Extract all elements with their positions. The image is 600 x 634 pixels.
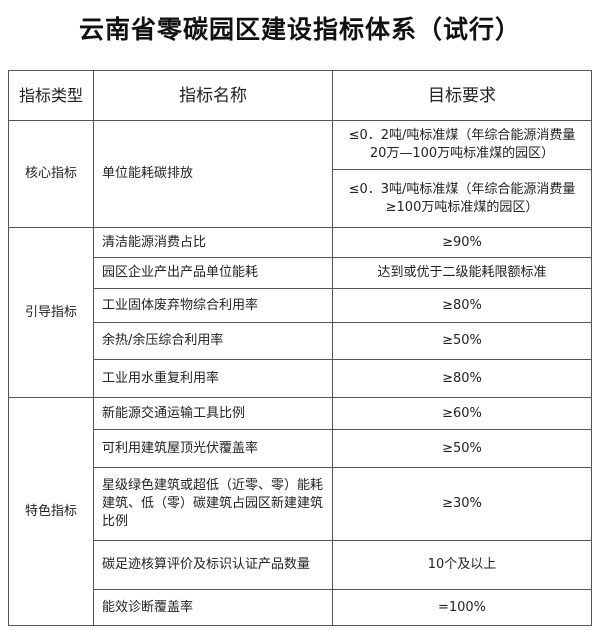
table-row: 工业固体废弃物综合利用率 ≥80% — [9, 288, 592, 323]
name-cell: 星级绿色建筑或超低（近零、零）能耗建筑、低（零）碳建筑占园区新建建筑比例 — [93, 467, 333, 541]
table-row: 可利用建筑屋顶光伏覆盖率 ≥50% — [9, 429, 592, 468]
name-cell: 园区企业产出产品单位能耗 — [93, 257, 333, 289]
table-row: 余热/余压综合利用率 ≥50% — [9, 322, 592, 360]
target-cell: ≥80% — [332, 288, 592, 323]
table-row: 特色指标 新能源交通运输工具比例 ≥60% — [8, 397, 592, 626]
header-row: 指标类型 指标名称 目标要求 — [8, 70, 592, 121]
header-target: 目标要求 — [332, 70, 592, 121]
table-row: 核心指标 单位能耗碳排放 ≤0．2吨/吨标准煤（年综合能源消费量20万—100万… — [8, 120, 592, 228]
name-cell: 新能源交通运输工具比例 — [93, 397, 333, 430]
name-cell: 工业固体废弃物综合利用率 — [93, 288, 333, 323]
target-cell: ≤0．2吨/吨标准煤（年综合能源消费量20万—100万吨标准煤的园区） — [332, 120, 592, 170]
document-title: 云南省零碳园区建设指标体系（试行） — [78, 15, 521, 44]
indicator-table: 指标类型 指标名称 目标要求 核心指标 单位能耗碳排放 ≤0．2吨/吨标准煤（年… — [8, 70, 592, 626]
target-cell: 10个及以上 — [332, 540, 592, 590]
target-cell: =100% — [332, 589, 592, 626]
target-cell: ≤0．3吨/吨标准煤（年综合能源消费量≥100万吨标准煤的园区） — [332, 169, 592, 228]
type-cell: 核心指标 — [8, 120, 94, 228]
header-type: 指标类型 — [8, 70, 94, 121]
target-cell: ≥80% — [332, 359, 592, 398]
type-cell: 引导指标 — [8, 227, 94, 398]
target-cell: ≥90% — [332, 227, 592, 258]
table-row: 星级绿色建筑或超低（近零、零）能耗建筑、低（零）碳建筑占园区新建建筑比例 ≥30… — [9, 467, 592, 541]
name-cell: 工业用水重复利用率 — [93, 359, 333, 398]
table-row: 园区企业产出产品单位能耗 达到或优于二级能耗限额标准 — [9, 257, 592, 289]
table-row: 碳足迹核算评价及标识认证产品数量 10个及以上 — [9, 540, 592, 590]
target-cell: ≥50% — [332, 322, 592, 360]
target-cell: ≥50% — [332, 429, 592, 468]
table-row: 引导指标 清洁能源消费占比 ≥90% — [8, 227, 592, 398]
name-cell: 单位能耗碳排放 — [93, 120, 333, 228]
name-cell: 清洁能源消费占比 — [93, 227, 333, 258]
table-row: ≤0．3吨/吨标准煤（年综合能源消费量≥100万吨标准煤的园区） — [9, 169, 592, 228]
name-cell: 碳足迹核算评价及标识认证产品数量 — [93, 540, 333, 590]
type-cell: 特色指标 — [8, 397, 94, 626]
target-cell: ≥60% — [332, 397, 592, 430]
table-row: 能效诊断覆盖率 =100% — [9, 589, 592, 626]
target-cell: 达到或优于二级能耗限额标准 — [332, 257, 592, 289]
table-row: 工业用水重复利用率 ≥80% — [9, 359, 592, 398]
name-cell: 可利用建筑屋顶光伏覆盖率 — [93, 429, 333, 468]
target-cell: ≥30% — [332, 467, 592, 541]
header-name: 指标名称 — [93, 70, 333, 121]
name-cell: 余热/余压综合利用率 — [93, 322, 333, 360]
name-cell: 能效诊断覆盖率 — [93, 589, 333, 626]
